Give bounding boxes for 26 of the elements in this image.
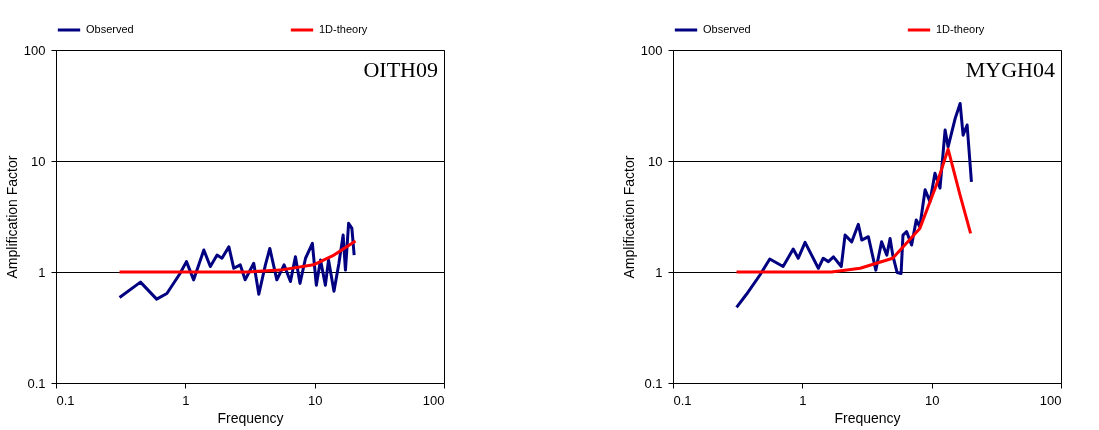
legend-label: Observed	[86, 23, 134, 35]
legend-label: 1D-theory	[319, 23, 368, 35]
x-tick-label: 0.1	[673, 392, 692, 408]
x-tick-label: 1	[182, 392, 190, 408]
y-tick-label: 1	[655, 264, 663, 280]
y-axis-title: Amplification Factor	[620, 155, 637, 279]
y-tick-label: 0.1	[644, 375, 663, 391]
y-tick-label: 10	[31, 153, 46, 169]
annotation: MYGH04	[965, 57, 1055, 82]
x-tick-label: 1	[799, 392, 807, 408]
y-tick-label: 100	[23, 42, 46, 58]
x-axis-title: Frequency	[834, 409, 901, 426]
x-tick-label: 0.1	[56, 392, 75, 408]
legend-label: 1D-theory	[936, 23, 985, 35]
x-tick-label: 100	[422, 392, 445, 408]
legend-label: Observed	[703, 23, 751, 35]
y-tick-label: 1	[38, 264, 46, 280]
y-axis-title: Amplification Factor	[3, 155, 20, 279]
y-tick-label: 100	[640, 42, 663, 58]
x-tick-label: 10	[924, 392, 940, 408]
annotation: OITH09	[363, 57, 438, 82]
x-tick-label: 10	[307, 392, 323, 408]
x-tick-label: 100	[1039, 392, 1062, 408]
y-tick-label: 0.1	[27, 375, 46, 391]
y-tick-label: 10	[648, 153, 663, 169]
x-axis-title: Frequency	[217, 409, 284, 426]
